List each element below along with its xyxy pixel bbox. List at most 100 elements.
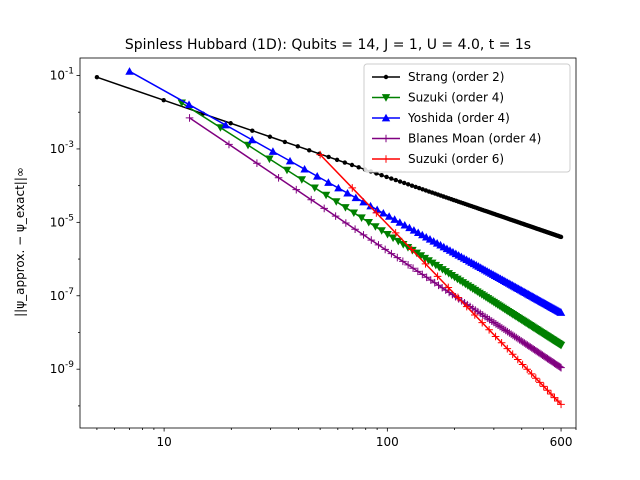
legend-item: Yoshida (order 4) <box>372 111 510 125</box>
data-point <box>558 234 564 240</box>
data-point <box>414 267 422 276</box>
data-point <box>409 264 417 272</box>
series-line <box>319 154 562 405</box>
data-point <box>550 393 559 402</box>
data-point <box>384 174 389 180</box>
data-point <box>357 214 366 222</box>
data-point <box>402 180 407 186</box>
data-point <box>225 140 233 149</box>
data-point <box>161 97 166 103</box>
data-point <box>216 124 225 132</box>
data-point <box>418 270 427 279</box>
data-point <box>341 204 350 212</box>
y-tick-label: 10-1 <box>50 67 74 83</box>
data-point <box>324 178 333 186</box>
data-point <box>185 114 194 122</box>
data-point <box>282 139 288 145</box>
data-point <box>557 363 565 372</box>
data-point <box>554 397 562 405</box>
legend-item: Suzuki (order 4) <box>372 91 504 105</box>
legend-label: Blanes Moan (order 4) <box>408 132 541 146</box>
series-4 <box>316 150 565 409</box>
data-point <box>342 219 350 227</box>
data-point <box>518 360 527 369</box>
data-point <box>404 261 412 269</box>
data-point <box>125 67 134 75</box>
data-point <box>394 237 403 246</box>
data-point <box>307 148 312 153</box>
data-point <box>547 390 555 398</box>
data-point <box>494 321 502 330</box>
y-tick-label: 10-9 <box>50 360 75 376</box>
data-point <box>412 249 421 258</box>
data-point <box>556 363 564 371</box>
data-point <box>421 260 430 268</box>
legend-box <box>363 63 571 173</box>
legend-marker <box>381 113 391 122</box>
data-point <box>268 147 278 155</box>
data-point <box>250 128 255 133</box>
data-point <box>416 185 422 191</box>
data-point <box>331 212 340 220</box>
x-tick-label: 600 <box>550 435 573 449</box>
data-point <box>349 162 355 168</box>
plot-area: 10 100 600 10-9 10-7 10-5 10-3 10-1 Strang (orde… <box>50 57 577 449</box>
data-point <box>390 215 399 223</box>
data-point <box>470 311 479 319</box>
data-point <box>557 400 565 409</box>
data-point <box>513 355 522 364</box>
data-point <box>265 155 274 164</box>
data-point <box>503 344 512 353</box>
data-point <box>94 74 100 80</box>
data-point <box>409 183 415 188</box>
plot-frame <box>79 57 577 429</box>
data-point <box>364 218 373 227</box>
data-point <box>221 120 230 129</box>
data-point <box>433 272 442 281</box>
data-point <box>435 263 444 272</box>
series-0 <box>94 74 564 240</box>
data-point <box>247 135 257 144</box>
data-point <box>343 188 352 197</box>
legend-label: Suzuki (order 4) <box>408 91 504 105</box>
data-point <box>282 166 292 175</box>
data-point <box>366 201 375 210</box>
data-point <box>405 223 414 232</box>
data-point <box>556 308 566 316</box>
data-point <box>536 378 544 387</box>
data-point <box>384 212 394 220</box>
data-point <box>420 254 430 263</box>
data-point <box>310 184 319 193</box>
data-point <box>379 172 384 178</box>
data-point <box>393 253 402 262</box>
data-point <box>228 121 233 126</box>
data-point <box>399 257 407 266</box>
data-point <box>543 386 552 395</box>
y-tick-label: 10-3 <box>50 140 74 156</box>
data-point <box>184 100 194 108</box>
data-point <box>409 226 419 234</box>
data-point <box>334 183 343 192</box>
data-point <box>478 318 487 327</box>
data-point <box>351 225 359 234</box>
series-1 <box>177 99 566 350</box>
legend-marker <box>383 74 389 80</box>
data-point <box>389 176 394 181</box>
legend: Strang (order 2) Suzuki (order 4) Yoshida … <box>363 63 571 173</box>
x-tick-label: 100 <box>376 435 399 449</box>
data-point <box>539 382 548 391</box>
data-point <box>416 252 426 260</box>
data-point <box>496 322 504 331</box>
data-point <box>349 209 359 218</box>
data-point <box>292 185 301 194</box>
data-point <box>383 230 392 239</box>
legend-item: Suzuki (order 6) <box>372 152 504 166</box>
data-point <box>297 176 307 184</box>
legend-label: Yoshida (order 4) <box>407 111 510 125</box>
data-point <box>307 195 316 204</box>
data-point <box>527 370 536 378</box>
data-point <box>295 144 300 149</box>
data-point <box>498 324 506 332</box>
data-point <box>426 276 435 284</box>
data-point <box>454 293 462 302</box>
